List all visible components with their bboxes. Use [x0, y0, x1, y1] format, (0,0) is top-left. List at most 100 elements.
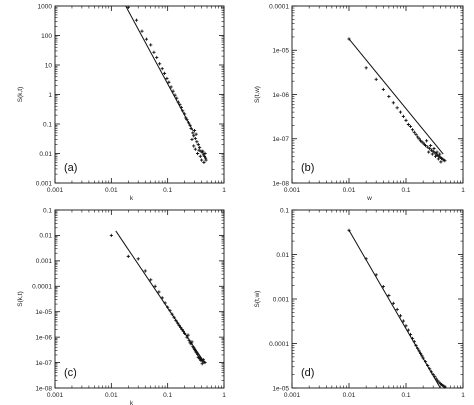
- data-point: [202, 154, 207, 158]
- x-tick-label: 0.1: [401, 392, 410, 399]
- fit-line: [125, 5, 194, 131]
- data-point: [187, 338, 191, 342]
- data-point: [398, 314, 403, 318]
- data-point: [160, 296, 164, 300]
- y-tick-label: 1: [48, 92, 52, 99]
- data-point: [143, 269, 147, 273]
- data-point: [140, 29, 144, 33]
- data-point: [192, 134, 196, 138]
- data-point: [186, 121, 191, 125]
- data-point: [172, 315, 176, 319]
- y-tick-label: 0.0001: [32, 284, 52, 291]
- data-point: [194, 132, 198, 136]
- x-axis-label: k: [130, 400, 134, 405]
- data-point: [157, 290, 161, 294]
- data-point: [190, 340, 194, 344]
- data-point: [427, 150, 431, 154]
- data-point: [426, 145, 430, 149]
- y-axis-label: S(k,t): [17, 291, 24, 307]
- data-point: [126, 254, 130, 258]
- y-tick-label: 1e-08: [35, 385, 52, 392]
- data-point: [195, 140, 199, 144]
- data-point: [203, 360, 207, 365]
- data-point: [433, 154, 438, 158]
- data-point: [197, 148, 201, 152]
- y-axis-label: S(t,w): [254, 291, 261, 308]
- chart-panel-2: 0.001 0.01 0.1 1 1e-08 1e-07 1e-06 1e-05 0.0001 w…: [254, 3, 465, 202]
- data-point: [144, 37, 149, 41]
- data-point: [408, 332, 413, 337]
- data-point: [387, 293, 391, 298]
- data-point: [168, 309, 172, 313]
- data-point: [196, 143, 200, 147]
- y-tick-label: 1000: [38, 3, 53, 10]
- data-point: [429, 370, 434, 374]
- data-point: [430, 152, 434, 156]
- data-point: [178, 103, 182, 107]
- y-tick-label: 1e-06: [272, 92, 289, 99]
- data-point: [136, 257, 140, 261]
- x-tick-label: 1: [461, 392, 465, 399]
- y-tick-label: 1e-05: [272, 385, 289, 392]
- x-tick-label: 1: [222, 187, 226, 194]
- chart-panel-1: 0.001 0.01 0.1 1 0.001 0.01 0.1 1 10 100 1000 k S(k,…: [17, 3, 226, 202]
- data-point: [188, 123, 192, 127]
- y-tick-label: 0.1: [43, 121, 52, 128]
- data-point: [404, 118, 408, 122]
- data-point: [193, 136, 197, 141]
- panel-label: (a): [64, 162, 77, 174]
- y-tick-label: 1e-07: [272, 136, 289, 143]
- data-point: [198, 357, 202, 361]
- data-point: [443, 385, 447, 389]
- data-point: [438, 152, 442, 156]
- fit-line: [348, 230, 441, 389]
- data-point: [153, 284, 157, 288]
- data-point: [203, 156, 208, 160]
- x-tick-label: 0.001: [47, 392, 64, 399]
- y-tick-label: 0.01: [276, 252, 289, 259]
- data-point: [163, 301, 167, 305]
- data-point: [183, 331, 187, 336]
- data-point: [423, 360, 428, 364]
- data-point: [436, 157, 440, 161]
- y-tick-label: 0.001: [36, 258, 53, 265]
- data-point: [374, 77, 378, 81]
- data-point: [202, 160, 206, 164]
- y-tick-label: 10: [45, 62, 53, 69]
- data-point: [160, 67, 164, 71]
- data-point: [192, 346, 196, 350]
- data-point: [184, 116, 188, 120]
- data-point: [412, 130, 416, 134]
- x-tick-label: 0.001: [284, 392, 301, 399]
- data-point: [152, 50, 156, 54]
- data-point: [193, 147, 197, 151]
- data-point: [149, 278, 153, 282]
- data-point: [364, 257, 368, 261]
- data-point: [347, 37, 351, 41]
- data-point: [177, 323, 181, 327]
- data-point: [431, 149, 435, 153]
- data-point: [171, 89, 175, 93]
- chart-panel-4: 0.001 0.01 0.1 1 1e-05 0.0001 0.001 0.01 0.1 S(t,…: [254, 207, 465, 399]
- data-point: [176, 100, 180, 104]
- data-point: [179, 105, 183, 110]
- data-point: [347, 228, 351, 232]
- data-point: [183, 112, 187, 116]
- data-point: [410, 336, 415, 341]
- data-point: [180, 327, 184, 332]
- data-point: [134, 18, 139, 22]
- data-point: [200, 362, 204, 366]
- data-point: [428, 146, 432, 151]
- y-tick-label: 0.01: [39, 233, 52, 240]
- fit-line: [348, 38, 444, 155]
- data-point: [418, 351, 423, 355]
- data-point: [374, 273, 378, 277]
- data-point: [126, 5, 130, 9]
- data-point: [406, 122, 410, 127]
- data-point: [165, 76, 169, 81]
- data-point: [428, 367, 432, 371]
- data-point: [167, 80, 171, 84]
- plot-frame: [54, 209, 225, 389]
- panel-label: (b): [301, 162, 314, 174]
- panel-label: (c): [64, 367, 77, 379]
